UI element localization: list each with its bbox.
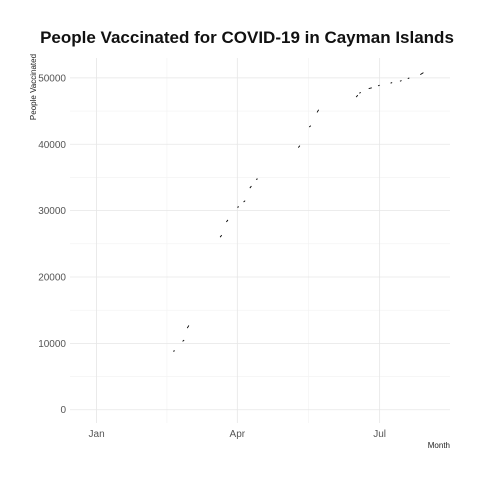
x-axis-ticks: Jan Apr Jul bbox=[89, 429, 387, 440]
series-segment bbox=[244, 201, 246, 202]
series-segment bbox=[378, 85, 380, 86]
y-tick-label: 20000 bbox=[38, 273, 66, 284]
x-tick-label: Jan bbox=[89, 429, 105, 440]
series-segment bbox=[226, 220, 228, 222]
series-segment bbox=[183, 340, 185, 341]
y-tick-label: 40000 bbox=[38, 140, 66, 151]
x-tick-label: Apr bbox=[230, 429, 246, 440]
x-tick-label: Jul bbox=[373, 429, 386, 440]
series-segment bbox=[359, 93, 361, 94]
series-segment bbox=[220, 235, 222, 237]
y-tick-label: 50000 bbox=[38, 73, 66, 84]
grid bbox=[70, 58, 450, 423]
chart-title: People Vaccinated for COVID-19 in Cayman… bbox=[40, 28, 454, 47]
vaccinated-series bbox=[173, 73, 423, 352]
series-segment bbox=[309, 126, 311, 127]
series-segment bbox=[237, 207, 239, 208]
y-tick-label: 30000 bbox=[38, 206, 66, 217]
series-segment bbox=[298, 146, 300, 148]
series-segment bbox=[400, 81, 402, 82]
x-axis-title: Month bbox=[428, 441, 450, 450]
y-axis-ticks: 0 10000 20000 30000 40000 50000 bbox=[38, 73, 66, 416]
series-segment bbox=[408, 78, 410, 79]
series-segment bbox=[256, 179, 258, 180]
series-segment bbox=[187, 325, 189, 328]
series-segment bbox=[391, 83, 393, 84]
y-tick-label: 0 bbox=[60, 405, 66, 416]
y-axis-title: People Vaccinated bbox=[29, 54, 38, 120]
series-segment bbox=[173, 351, 175, 352]
series-segment bbox=[420, 73, 423, 75]
series-segment bbox=[369, 88, 372, 89]
series-segment bbox=[250, 186, 252, 188]
series-segment bbox=[356, 95, 358, 97]
y-tick-label: 10000 bbox=[38, 339, 66, 350]
